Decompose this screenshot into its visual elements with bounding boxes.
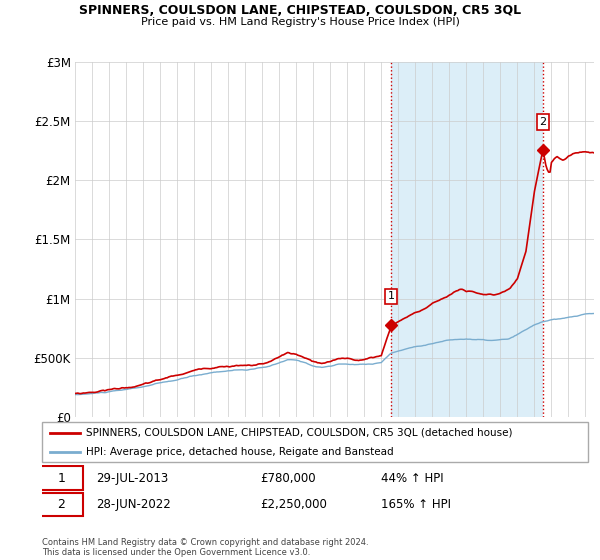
Text: £2,250,000: £2,250,000 [260,498,327,511]
Text: Price paid vs. HM Land Registry's House Price Index (HPI): Price paid vs. HM Land Registry's House … [140,17,460,27]
Text: 165% ↑ HPI: 165% ↑ HPI [380,498,451,511]
Text: 1: 1 [57,472,65,484]
Text: 2: 2 [539,117,547,127]
Text: SPINNERS, COULSDON LANE, CHIPSTEAD, COULSDON, CR5 3QL (detached house): SPINNERS, COULSDON LANE, CHIPSTEAD, COUL… [86,428,512,437]
FancyBboxPatch shape [39,493,83,516]
Text: 28-JUN-2022: 28-JUN-2022 [97,498,172,511]
Text: 44% ↑ HPI: 44% ↑ HPI [380,472,443,484]
Text: 2: 2 [57,498,65,511]
Text: SPINNERS, COULSDON LANE, CHIPSTEAD, COULSDON, CR5 3QL: SPINNERS, COULSDON LANE, CHIPSTEAD, COUL… [79,4,521,17]
Text: Contains HM Land Registry data © Crown copyright and database right 2024.
This d: Contains HM Land Registry data © Crown c… [42,538,368,557]
Text: 1: 1 [388,291,395,301]
Text: HPI: Average price, detached house, Reigate and Banstead: HPI: Average price, detached house, Reig… [86,447,394,457]
Bar [391,62,543,417]
Text: 29-JUL-2013: 29-JUL-2013 [97,472,169,484]
FancyBboxPatch shape [39,466,83,490]
Text: £780,000: £780,000 [260,472,316,484]
